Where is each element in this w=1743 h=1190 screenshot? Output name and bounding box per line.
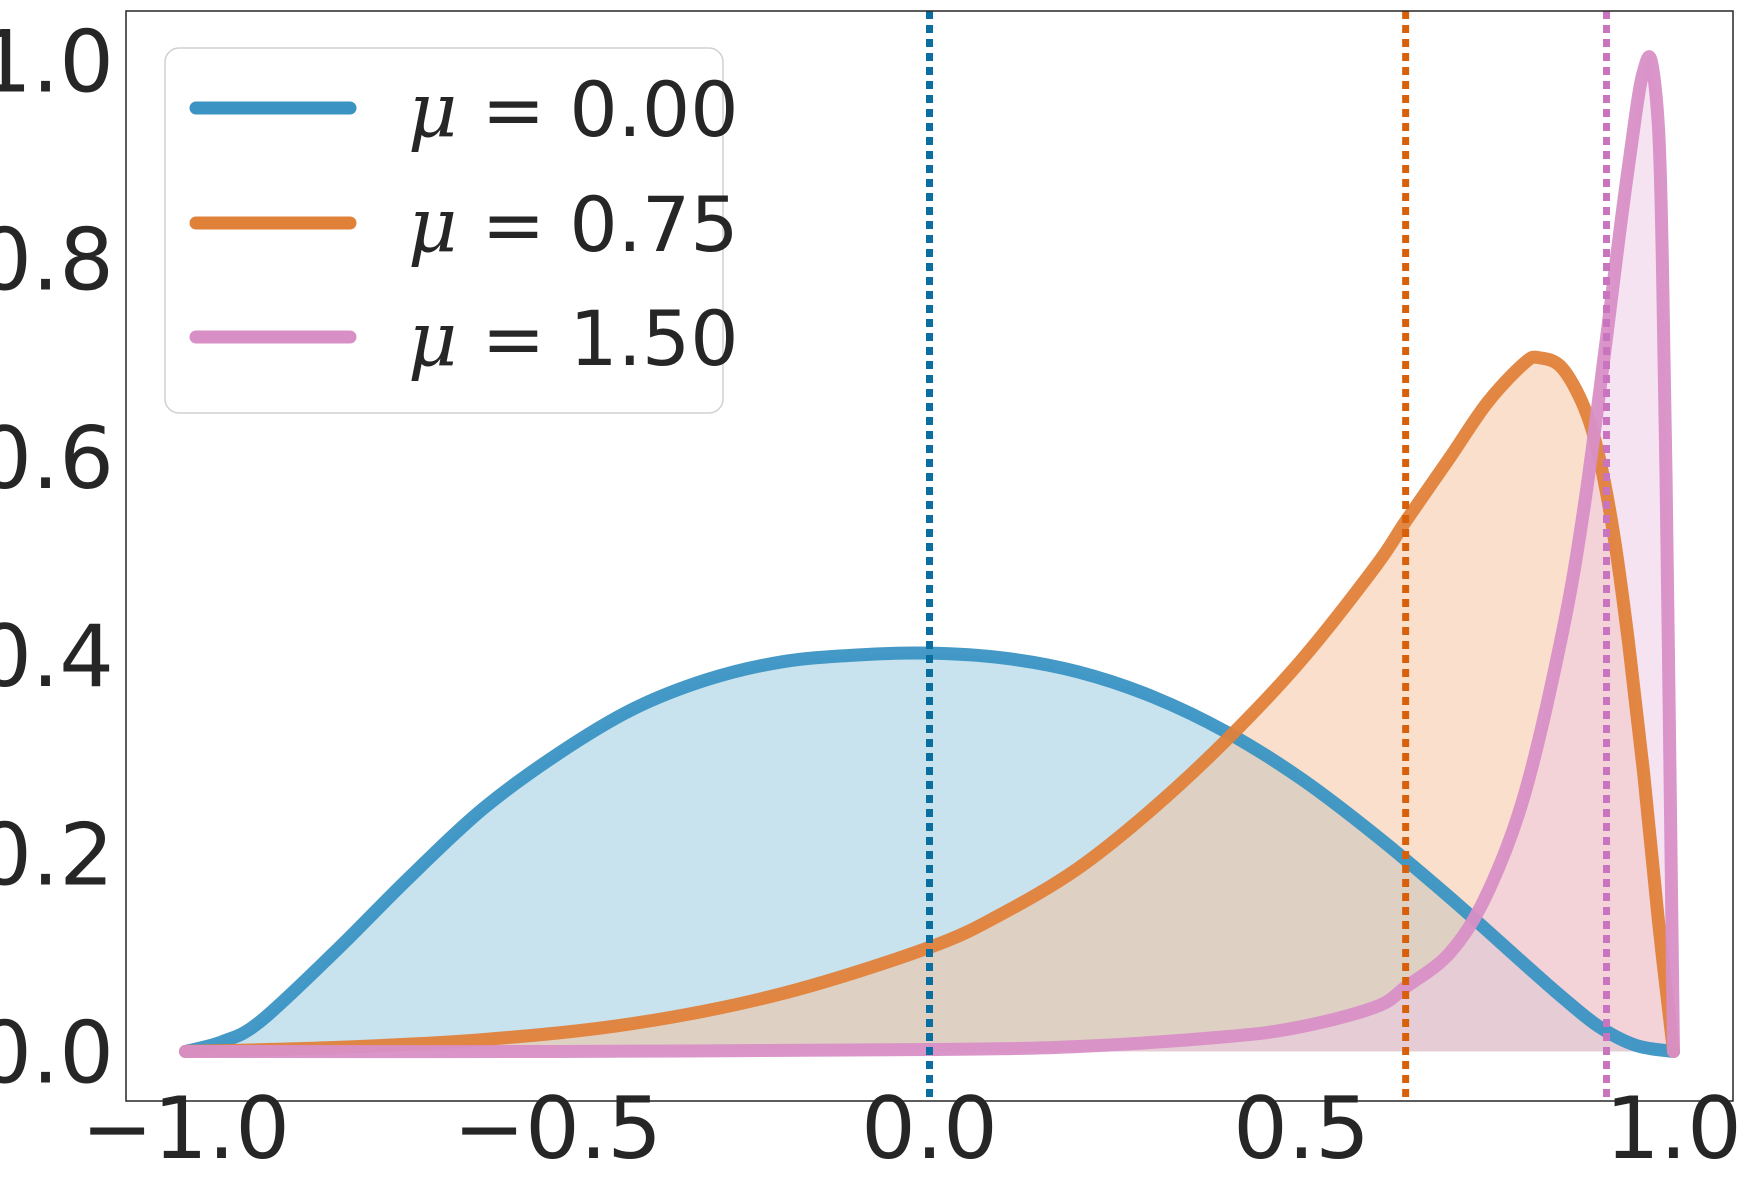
legend: μ = 0.00 μ = 0.75 μ = 1.50	[164, 47, 739, 414]
series-line-2	[179, 50, 1680, 1059]
series-fill-1	[185, 357, 1674, 1052]
x-tick-label: −1.0	[81, 1079, 290, 1179]
legend-box	[164, 47, 724, 414]
y-axis-ticks: 0.0 0.2 0.4 0.6 0.8 1.0	[0, 13, 114, 1104]
x-tick-label: 1.0	[1605, 1079, 1742, 1179]
series-lines	[179, 50, 1680, 1059]
legend-label-0: μ = 0.00	[408, 65, 739, 154]
series-fill-2	[185, 56, 1674, 1052]
legend-label-2: μ = 1.50	[408, 294, 739, 383]
y-tick-label: 0.4	[0, 607, 114, 707]
y-tick-label: 0.0	[0, 1003, 114, 1103]
y-tick-label: 0.8	[0, 211, 114, 311]
legend-label-1: μ = 0.75	[408, 180, 739, 269]
x-tick-label: 0.0	[861, 1079, 998, 1179]
x-axis-ticks: −1.0 −0.5 0.0 0.5 1.0	[81, 1079, 1742, 1179]
plot-frame	[125, 10, 1734, 1102]
y-tick-label: 1.0	[0, 13, 114, 113]
y-tick-label: 0.2	[0, 805, 114, 905]
series-line-0	[179, 646, 1680, 1058]
series-line-1	[179, 350, 1680, 1058]
y-tick-label: 0.6	[0, 409, 114, 509]
x-tick-label: 0.5	[1233, 1079, 1370, 1179]
x-tick-label: −0.5	[453, 1079, 662, 1179]
